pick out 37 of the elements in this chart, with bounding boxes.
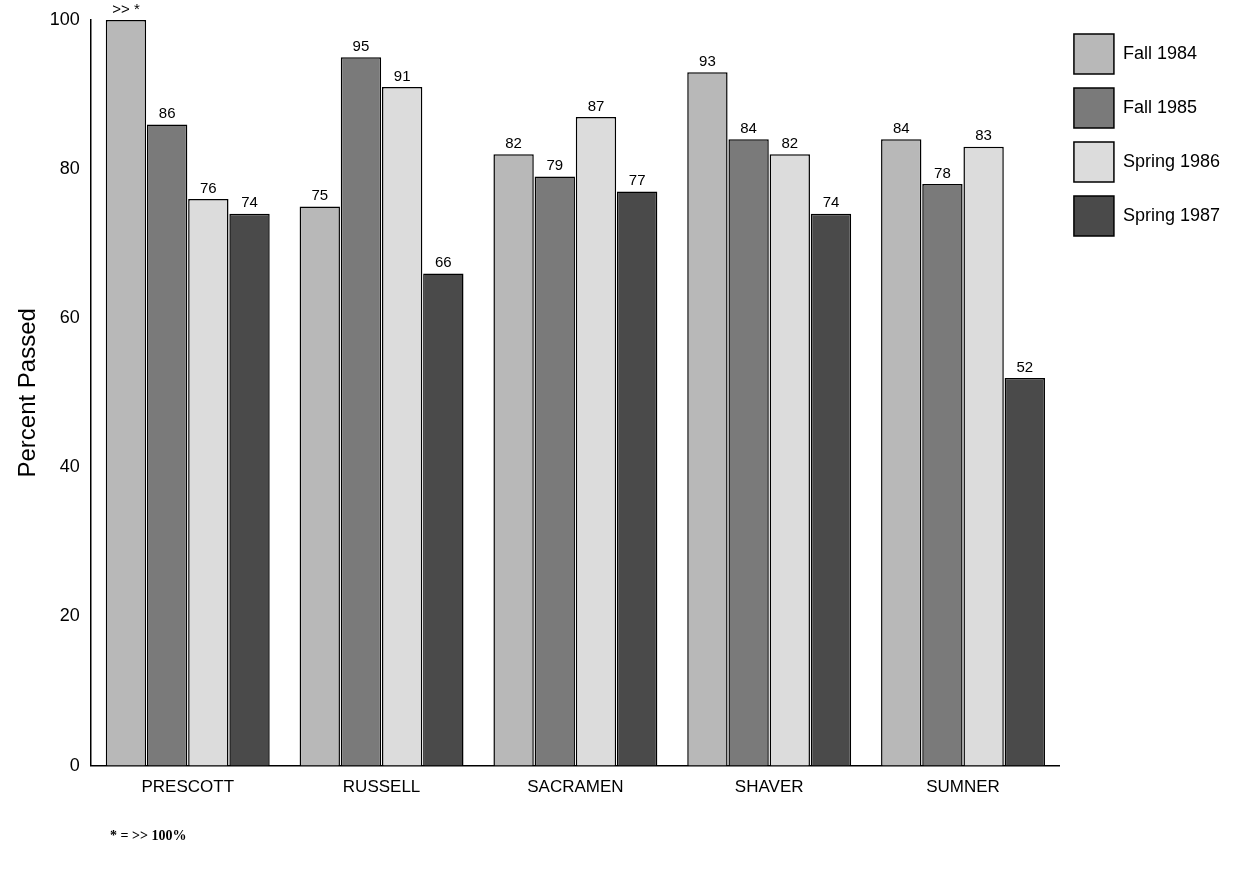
data-label: 83 [975,126,992,144]
data-label: 91 [393,66,411,84]
x-tick-label: SHAVER [734,777,804,797]
data-label: 84 [892,118,910,136]
y-tick-label: 0 [69,754,80,775]
legend-label: Fall 1984 [1122,42,1197,63]
data-label: 82 [781,133,799,151]
x-tick-label: SUMNER [926,777,1000,797]
data-label: 79 [546,156,564,174]
x-tick-label: PRESCOTT [141,777,235,797]
legend-label: Fall 1985 [1122,96,1197,117]
x-tick-label: RUSSELL [342,777,421,797]
y-tick-label: 100 [49,8,80,29]
data-label: 87 [587,96,605,114]
y-tick-label: 80 [59,158,80,179]
y-tick-label: 40 [59,456,80,477]
data-label: 78 [934,163,951,181]
data-label: 74 [822,193,840,211]
data-label: 74 [241,193,258,211]
legend-label: Spring 1986 [1122,150,1220,171]
data-label: 95 [352,36,370,54]
text: * = >> 100% [110,828,187,844]
y-axis-title: Percent Passed [13,308,41,478]
data-label: 82 [505,133,522,151]
data-label: >> * [112,0,140,17]
legend-label: Spring 1987 [1122,204,1220,225]
data-label: 75 [311,186,329,204]
data-label: 66 [435,253,452,271]
x-tick-label: SACRAMEN [527,777,624,797]
y-tick-label: 60 [59,307,80,328]
data-label: 93 [699,51,716,69]
data-label: 77 [628,171,646,189]
data-label: 84 [740,118,757,136]
data-label: 76 [199,178,217,196]
data-label: 86 [158,104,176,122]
data-label: 52 [1016,357,1034,375]
y-tick-label: 20 [59,605,80,626]
